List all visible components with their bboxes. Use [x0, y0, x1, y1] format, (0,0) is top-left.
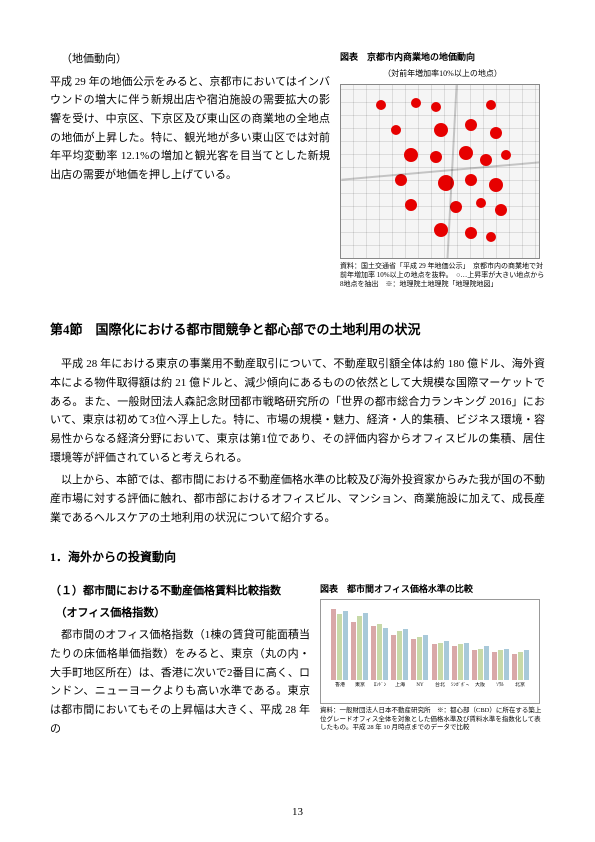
bar-group: [512, 605, 529, 680]
bar-group: [371, 605, 388, 680]
bar-label: 大阪: [471, 682, 489, 691]
bar: [452, 646, 457, 680]
map-dot: [465, 227, 477, 239]
bar: [464, 643, 469, 681]
bar: [432, 644, 437, 680]
bar-group: [351, 605, 368, 680]
bar: [417, 637, 422, 681]
bar: [377, 624, 382, 680]
map-dot: [495, 204, 507, 216]
bar: [438, 643, 443, 681]
bar-group: [472, 605, 489, 680]
bar-label: 東京: [351, 682, 369, 691]
map-dot: [434, 123, 448, 137]
bar: [331, 609, 336, 680]
bar: [391, 635, 396, 680]
bar-label: 上海: [391, 682, 409, 691]
map-dot: [434, 223, 448, 237]
bar: [518, 652, 523, 681]
office-index-paragraph: 都市間のオフィス価格指数（1棟の賃貸可能面積当たりの床価格単価指数）をみると、東…: [50, 626, 310, 738]
bar-group: [492, 605, 509, 680]
bottom-text-col: （１）都市間における不動産価格賃料比較指数 （オフィス価格指数） 都市間のオフィ…: [50, 582, 310, 739]
map-subtitle: （対前年増加率10%以上の地点）: [340, 67, 545, 81]
bar: [343, 611, 348, 680]
bar: [411, 639, 416, 680]
bar: [492, 652, 497, 681]
map-source: 資料：国土交通省「平成 29 年地価公示」 京都市内の商業地で対前年増加率 10…: [340, 262, 545, 289]
bar: [357, 616, 362, 680]
subsection-1-title: 1．海外からの投資動向: [50, 547, 545, 567]
bar: [363, 613, 368, 681]
chart-box: 香港東京ﾛﾝﾄﾞﾝ上海NY台北ｼﾝｶﾞﾎﾟｰﾙ大阪ｿｳﾙ北京: [320, 599, 540, 704]
map-title: 図表 京都市内商業地の地価動向: [340, 50, 545, 65]
bottom-section: （１）都市間における不動産価格賃料比較指数 （オフィス価格指数） 都市間のオフィ…: [50, 582, 545, 739]
bar: [444, 641, 449, 680]
bar: [351, 622, 356, 681]
map-dot: [450, 201, 462, 213]
bar: [403, 629, 408, 680]
map-figure: 図表 京都市内商業地の地価動向 （対前年増加率10%以上の地点） 資料：国土交通…: [340, 50, 545, 289]
bar-group: [432, 605, 449, 680]
bar: [512, 654, 517, 680]
bar-group: [411, 605, 428, 680]
map-dot: [501, 150, 511, 160]
bar: [423, 635, 428, 680]
chart-figure: 図表 都市間オフィス価格水準の比較 香港東京ﾛﾝﾄﾞﾝ上海NY台北ｼﾝｶﾞﾎﾟｰ…: [320, 582, 545, 739]
map-dot: [405, 199, 417, 211]
bar-label: ｼﾝｶﾞﾎﾟｰﾙ: [451, 682, 469, 691]
subsection-1-1-subtitle: （オフィス価格指数）: [50, 604, 310, 623]
bar: [524, 650, 529, 680]
bar: [472, 650, 477, 680]
map-dot: [480, 154, 492, 166]
map-dot: [465, 174, 477, 186]
bar: [383, 628, 388, 681]
map-dot: [476, 198, 486, 208]
bar-label: 北京: [511, 682, 529, 691]
subsection-1-1-title: （１）都市間における不動産価格賃料比較指数: [50, 582, 310, 601]
section-4-para-1: 平成 28 年における東京の事業用不動産取引について、不動産取引額全体は約 18…: [50, 355, 545, 467]
map-dot: [431, 102, 441, 112]
bar-group: [331, 605, 348, 680]
map-dot: [391, 125, 401, 135]
map-dot: [404, 148, 418, 162]
chart-bars-area: [326, 605, 534, 680]
top-section: （地価動向） 平成 29 年の地価公示をみると、京都市においてはインバウンドの増…: [50, 50, 545, 289]
bar: [484, 646, 489, 680]
map-dot: [486, 100, 496, 110]
bar-group: [452, 605, 469, 680]
chart-source: 資料：一般財団法人日本不動産研究所 ※：都心部（CBD）に所在する築上位グレード…: [320, 707, 545, 732]
bar-group: [391, 605, 408, 680]
bar: [478, 649, 483, 681]
chart-title: 図表 都市間オフィス価格水準の比較: [320, 582, 545, 597]
map-dot: [486, 232, 496, 242]
bar-label: 香港: [331, 682, 349, 691]
bar: [337, 614, 342, 680]
bar-label: ｿｳﾙ: [491, 682, 509, 691]
bar: [498, 650, 503, 680]
bar: [397, 631, 402, 680]
map-dot: [411, 98, 421, 108]
section-4-title: 第4節 国際化における都市間競争と都心部での土地利用の状況: [50, 319, 545, 341]
top-text-col: （地価動向） 平成 29 年の地価公示をみると、京都市においてはインバウンドの増…: [50, 50, 330, 289]
bar: [371, 626, 376, 680]
chart-labels-row: 香港東京ﾛﾝﾄﾞﾝ上海NY台北ｼﾝｶﾞﾎﾟｰﾙ大阪ｿｳﾙ北京: [326, 680, 534, 691]
map-dot: [459, 146, 473, 160]
map-box: [340, 84, 540, 259]
map-dot: [430, 151, 442, 163]
section-4: 第4節 国際化における都市間競争と都心部での土地利用の状況 平成 28 年におけ…: [50, 319, 545, 527]
land-price-paragraph: 平成 29 年の地価公示をみると、京都市においてはインバウンドの増大に伴う新規出…: [50, 73, 330, 185]
map-dot: [490, 127, 502, 139]
bar: [504, 649, 509, 681]
map-dot: [376, 100, 386, 110]
land-price-subhead: （地価動向）: [50, 50, 330, 69]
bar: [458, 644, 463, 680]
bar-label: ﾛﾝﾄﾞﾝ: [371, 682, 389, 691]
bar-label: 台北: [431, 682, 449, 691]
map-dot: [489, 178, 503, 192]
bar-label: NY: [411, 682, 429, 691]
section-4-para-2: 以上から、本節では、都市間における不動産価格水準の比較及び海外投資家からみた我が…: [50, 471, 545, 527]
page-number: 13: [0, 803, 595, 822]
map-dot: [465, 119, 477, 131]
